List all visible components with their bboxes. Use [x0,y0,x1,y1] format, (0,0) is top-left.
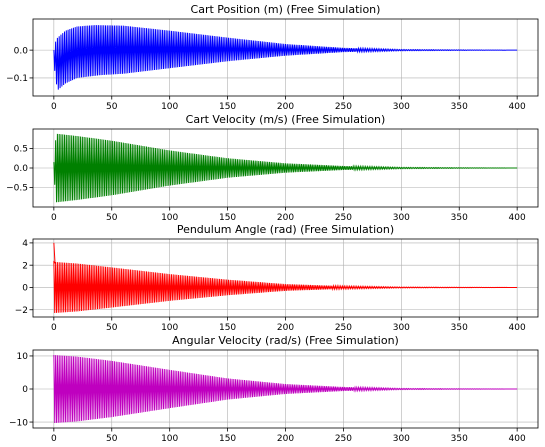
x-tick-label: 50 [106,434,118,444]
x-tick-label: 300 [393,213,410,223]
x-tick-label: 250 [335,213,352,223]
subplot-title: Pendulum Angle (rad) (Free Simulation) [177,223,394,236]
x-tick-label: 150 [219,323,236,333]
x-tick-label: 200 [277,102,294,112]
x-tick-label: 300 [393,434,410,444]
x-tick-label: 350 [451,434,468,444]
x-tick-label: 200 [277,213,294,223]
x-tick-label: 250 [335,102,352,112]
subplot-cart-velocity: Cart Velocity (m/s) (Free Simulation) 0 5… [6,113,539,223]
x-tick-label: 350 [451,102,468,112]
x-tick-label: 250 [335,434,352,444]
x-tick-label: 0 [51,102,57,112]
x-tick-label: 0 [51,213,57,223]
y-tick-label: −10 [9,418,28,428]
x-tick-label: 200 [277,434,294,444]
x-tick-label: 100 [161,323,178,333]
subplot-angular-velocity: Angular Velocity (rad/s) (Free Simulatio… [9,334,539,444]
x-tick-label: 100 [161,213,178,223]
x-tick-label: 400 [509,434,526,444]
signal-line [53,242,518,314]
y-tick-label: 0.0 [14,46,29,56]
y-tick-label: 4 [22,239,28,249]
y-tick-label: 0 [22,284,28,294]
y-tick-label: −0.1 [6,74,28,84]
x-tick-label: 250 [335,323,352,333]
x-tick-label: 150 [219,434,236,444]
y-tick-label: 0 [22,385,28,395]
signal-line [53,25,518,90]
x-tick-label: 400 [509,213,526,223]
y-tick-label: −0.5 [6,184,28,194]
x-tick-label: 50 [106,213,118,223]
y-tick-label: 2 [22,261,28,271]
x-tick-label: 0 [51,323,57,333]
subplot-cart-position: Cart Position (m) (Free Simulation) 0 50 1… [6,3,539,112]
y-tick-label: 10 [17,352,29,362]
x-tick-label: 300 [393,102,410,112]
x-tick-label: 100 [161,434,178,444]
x-tick-label: 350 [451,323,468,333]
x-tick-label: 400 [509,323,526,333]
x-tick-label: 100 [161,102,178,112]
subplot-title: Angular Velocity (rad/s) (Free Simulatio… [172,334,399,347]
y-tick-label: −2 [15,306,28,316]
x-tick-label: 350 [451,213,468,223]
x-tick-label: 50 [106,323,118,333]
subplot-title: Cart Position (m) (Free Simulation) [191,3,381,16]
y-tick-label: 0.0 [14,164,29,174]
x-tick-label: 300 [393,323,410,333]
x-tick-label: 150 [219,102,236,112]
y-tick-label: 0.5 [14,145,28,155]
x-tick-label: 0 [51,434,57,444]
subplot-title: Cart Velocity (m/s) (Free Simulation) [186,113,386,126]
x-tick-label: 150 [219,213,236,223]
signal-line [53,354,518,423]
x-tick-label: 400 [509,102,526,112]
x-tick-label: 50 [106,102,118,112]
x-tick-label: 200 [277,323,294,333]
subplot-pendulum-angle: Pendulum Angle (rad) (Free Simulation) 0… [15,223,539,333]
signal-line [53,133,518,203]
